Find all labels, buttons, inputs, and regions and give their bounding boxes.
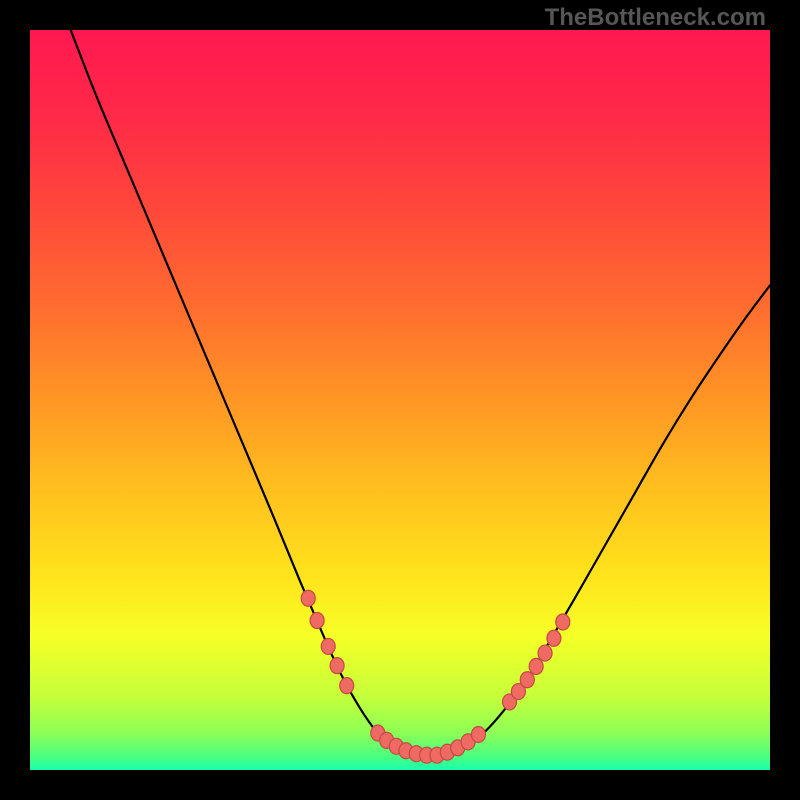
curve-marker [330,658,344,674]
curve-marker [471,726,485,742]
curve-marker [556,614,570,630]
curve-marker [520,672,534,688]
watermark-text: TheBottleneck.com [545,4,766,32]
chart-svg [30,30,770,770]
curve-marker [310,613,324,629]
curve-marker [547,630,561,646]
plot-area [30,30,770,770]
curve-marker [301,590,315,606]
gradient-background [30,30,770,770]
outer-frame: TheBottleneck.com [0,0,800,800]
curve-marker [529,658,543,674]
curve-marker [538,645,552,661]
curve-marker [321,638,335,654]
curve-marker [340,678,354,694]
